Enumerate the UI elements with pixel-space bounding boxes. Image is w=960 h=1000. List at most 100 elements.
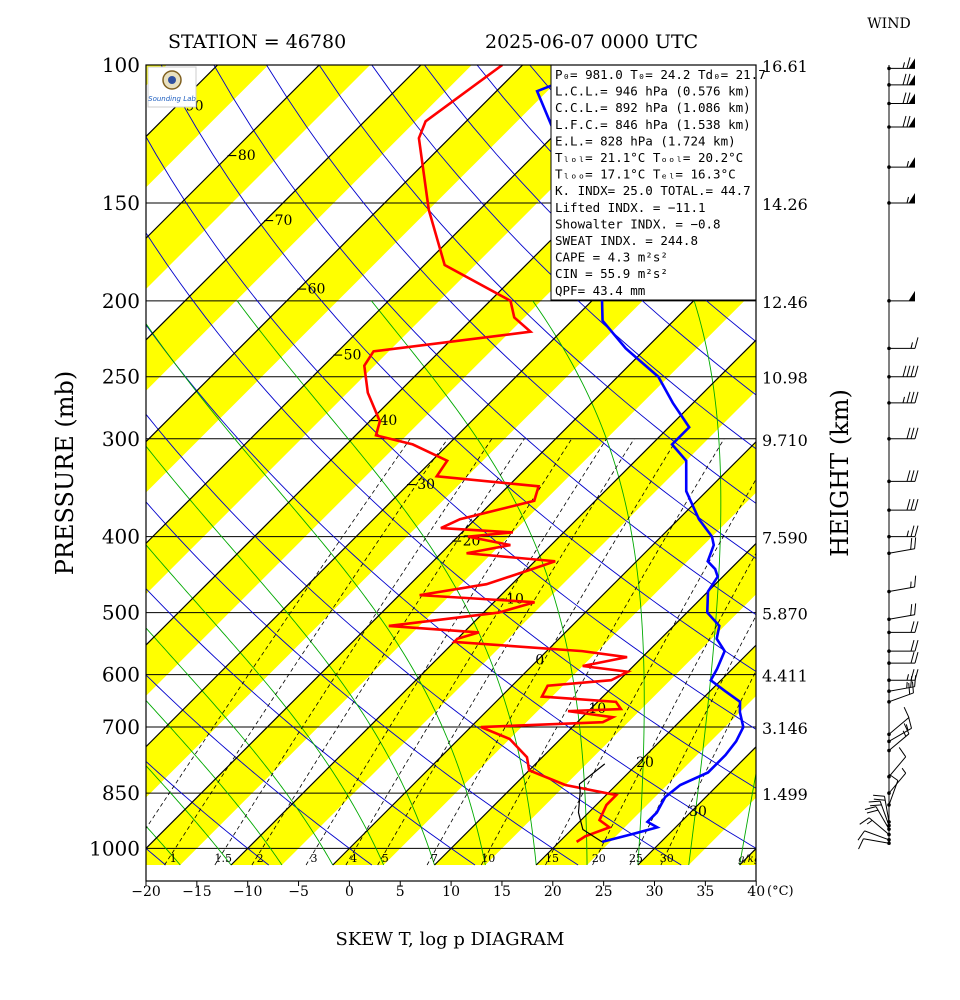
dry-adiabat (371, 65, 756, 450)
diagram-grid: 0.711.5234571015202530g/kg−90−80−70−60−5… (0, 65, 960, 866)
index-line: CIN = 55.9 m²s² (555, 266, 668, 281)
x-tick-label: −5 (288, 884, 309, 900)
mixing-ratio-line (480, 438, 725, 866)
mixing-ratio-line (146, 438, 411, 830)
wind-pennant (908, 93, 915, 104)
mixing-ratio-label: 15 (545, 852, 559, 865)
pressure-tick-label: 1000 (89, 836, 140, 860)
mixing-ratio-label: 1 (170, 852, 177, 865)
moist-adiabat (688, 300, 722, 866)
wind-barb (914, 575, 917, 588)
index-line: P₀= 981.0 T₀= 24.2 Td₀= 21.7 (555, 67, 766, 82)
wind-barb (910, 621, 915, 633)
wind-barb (914, 427, 919, 439)
dry-adiabat (146, 232, 756, 789)
mixing-ratio-line (251, 438, 525, 866)
mixing-ratio-label: 5 (382, 852, 389, 865)
dry-adiabat (213, 65, 756, 616)
wind-shaft (888, 717, 910, 735)
wind-barb (898, 747, 907, 758)
pressure-tick-label: 400 (102, 525, 140, 549)
wind-barb (864, 806, 877, 811)
isotherm-line (146, 65, 524, 443)
temp-unit-label: (°C) (767, 884, 794, 899)
wind-barb (910, 639, 915, 652)
wind-barb (914, 603, 917, 615)
dry-adiabat (146, 501, 579, 866)
wind-shaft (868, 817, 890, 835)
wind-barb (857, 830, 865, 841)
wind-shaft (888, 586, 915, 593)
moist-adiabat (236, 300, 537, 866)
pressure-tick-label: 600 (102, 663, 140, 687)
wind-barb (914, 639, 919, 652)
wind-barb (868, 800, 881, 803)
wind-halfbarb (906, 160, 909, 168)
dry-adiabat (951, 65, 960, 865)
isotherm-label: 0 (535, 653, 544, 669)
isotherm-line (0, 65, 14, 865)
wind-pennant (908, 117, 915, 128)
mixing-ratio-label: 25 (629, 852, 643, 865)
dry-adiabat (146, 847, 166, 866)
wind-barb (902, 73, 907, 85)
wind-barb (906, 427, 911, 439)
index-line: E.L.= 828 hPa (1.724 km) (555, 133, 736, 148)
wind-pennant (908, 157, 915, 168)
wind-shaft (888, 756, 907, 778)
height-tick-label: 5.870 (762, 605, 808, 624)
mixing-ratio-label: 10 (481, 852, 495, 865)
parcel-line (577, 763, 606, 843)
x-tick-label: −10 (233, 884, 263, 900)
station-label: STATION = 46780 (168, 31, 346, 53)
wind-halfbarb (906, 530, 909, 537)
wind-barb (910, 470, 915, 482)
isotherm-band (146, 65, 676, 595)
wind-barb (866, 809, 879, 814)
mixing-ratio-label: 2 (257, 852, 264, 865)
mixing-ratio-label: 1.5 (215, 852, 233, 865)
wind-barb (914, 669, 919, 681)
wind-shaft (864, 830, 890, 841)
wind-halfbarb (902, 62, 905, 69)
dry-adiabat (266, 65, 756, 560)
isotherm-band (146, 65, 167, 86)
moist-adiabat (146, 627, 334, 866)
pressure-tick-label: 100 (102, 53, 140, 77)
wind-barb (908, 682, 911, 695)
wind-halfbarb (866, 819, 873, 825)
wind-barb (873, 798, 886, 801)
mixing-ratio-label: 4 (350, 852, 357, 865)
isotherm-band (146, 238, 756, 865)
wind-shaft (888, 614, 915, 620)
mixing-ratio-label: 20 (592, 852, 606, 865)
indices-box (550, 64, 757, 301)
x-tick-label: 10 (442, 884, 460, 900)
wind-barb (910, 669, 915, 681)
height-tick-label: 14.26 (762, 195, 808, 214)
moist-adiabat (739, 770, 756, 866)
axes: 100150200250300400500600700850100016.611… (89, 53, 808, 900)
wind-pennant (908, 192, 915, 203)
indices-list: P₀= 981.0 T₀= 24.2 Td₀= 21.7 L.C.L.= 946 … (555, 67, 766, 298)
isotherm-line (146, 237, 756, 850)
footer-title: SKEW T, log p DIAGRAM (336, 929, 565, 950)
pressure-tick-label: 200 (102, 289, 140, 313)
sounding-profiles (362, 65, 745, 844)
dry-adiabat (898, 65, 960, 865)
moist-adiabat (146, 765, 232, 866)
moist-adiabat (146, 322, 486, 866)
wind-halfbarb (902, 730, 907, 737)
wind-barb (908, 717, 913, 729)
wind-halfbarb (906, 674, 909, 681)
pressure-tick-label: 300 (102, 427, 140, 451)
wind-barb (914, 470, 919, 482)
index-line: Tₗₒₗ= 21.1°C Tₒₒₗ= 20.2°C (555, 150, 743, 165)
wind-barb (914, 365, 919, 377)
temperature-bands (146, 65, 756, 881)
isotherm-label: −50 (332, 347, 362, 363)
wind-barb (910, 391, 915, 404)
x-tick-label: 40 (747, 884, 765, 900)
wind-barb (902, 115, 907, 128)
mixing-ratio-label: 30 (660, 852, 674, 865)
